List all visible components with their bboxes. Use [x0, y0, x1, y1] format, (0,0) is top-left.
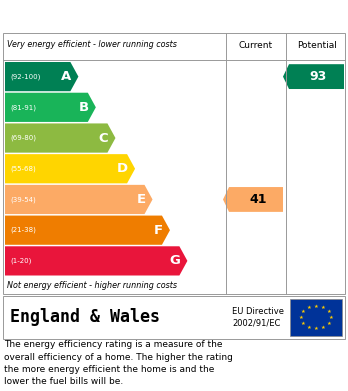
- Polygon shape: [283, 64, 344, 89]
- Text: (55-68): (55-68): [10, 165, 36, 172]
- Text: Current: Current: [239, 41, 273, 50]
- Text: Not energy efficient - higher running costs: Not energy efficient - higher running co…: [7, 280, 177, 289]
- Polygon shape: [5, 154, 135, 183]
- Text: 93: 93: [310, 70, 327, 83]
- Text: ★: ★: [306, 305, 311, 310]
- Polygon shape: [5, 124, 116, 152]
- Polygon shape: [5, 215, 170, 245]
- Text: (21-38): (21-38): [10, 227, 36, 233]
- Text: (1-20): (1-20): [10, 258, 31, 264]
- Text: (81-91): (81-91): [10, 104, 36, 111]
- Text: EU Directive
2002/91/EC: EU Directive 2002/91/EC: [232, 307, 284, 328]
- Polygon shape: [223, 187, 283, 212]
- Text: ★: ★: [328, 315, 333, 320]
- Text: ★: ★: [299, 315, 304, 320]
- Text: ★: ★: [321, 305, 326, 310]
- Text: Energy Efficiency Rating: Energy Efficiency Rating: [8, 7, 237, 25]
- Text: C: C: [99, 131, 109, 145]
- Polygon shape: [5, 185, 152, 214]
- Text: F: F: [154, 224, 163, 237]
- Text: ★: ★: [326, 309, 331, 314]
- Text: ★: ★: [306, 325, 311, 330]
- Text: The energy efficiency rating is a measure of the
overall efficiency of a home. T: The energy efficiency rating is a measur…: [4, 340, 233, 386]
- Text: D: D: [117, 162, 128, 175]
- Text: (92-100): (92-100): [10, 74, 40, 80]
- Polygon shape: [5, 93, 96, 122]
- Text: G: G: [169, 255, 180, 267]
- Text: (69-80): (69-80): [10, 135, 36, 141]
- Text: ★: ★: [301, 321, 306, 326]
- Text: ★: ★: [314, 304, 318, 309]
- Text: Potential: Potential: [297, 41, 337, 50]
- Text: ★: ★: [301, 309, 306, 314]
- Text: 41: 41: [249, 193, 267, 206]
- Text: ★: ★: [314, 326, 318, 331]
- Text: (39-54): (39-54): [10, 196, 36, 203]
- Text: A: A: [61, 70, 71, 83]
- Polygon shape: [5, 246, 188, 276]
- Polygon shape: [5, 62, 78, 91]
- Text: E: E: [136, 193, 145, 206]
- Text: ★: ★: [326, 321, 331, 326]
- Text: Very energy efficient - lower running costs: Very energy efficient - lower running co…: [7, 40, 177, 49]
- Text: B: B: [79, 101, 89, 114]
- Text: ★: ★: [321, 325, 326, 330]
- Text: England & Wales: England & Wales: [10, 308, 160, 326]
- Bar: [290, 299, 342, 336]
